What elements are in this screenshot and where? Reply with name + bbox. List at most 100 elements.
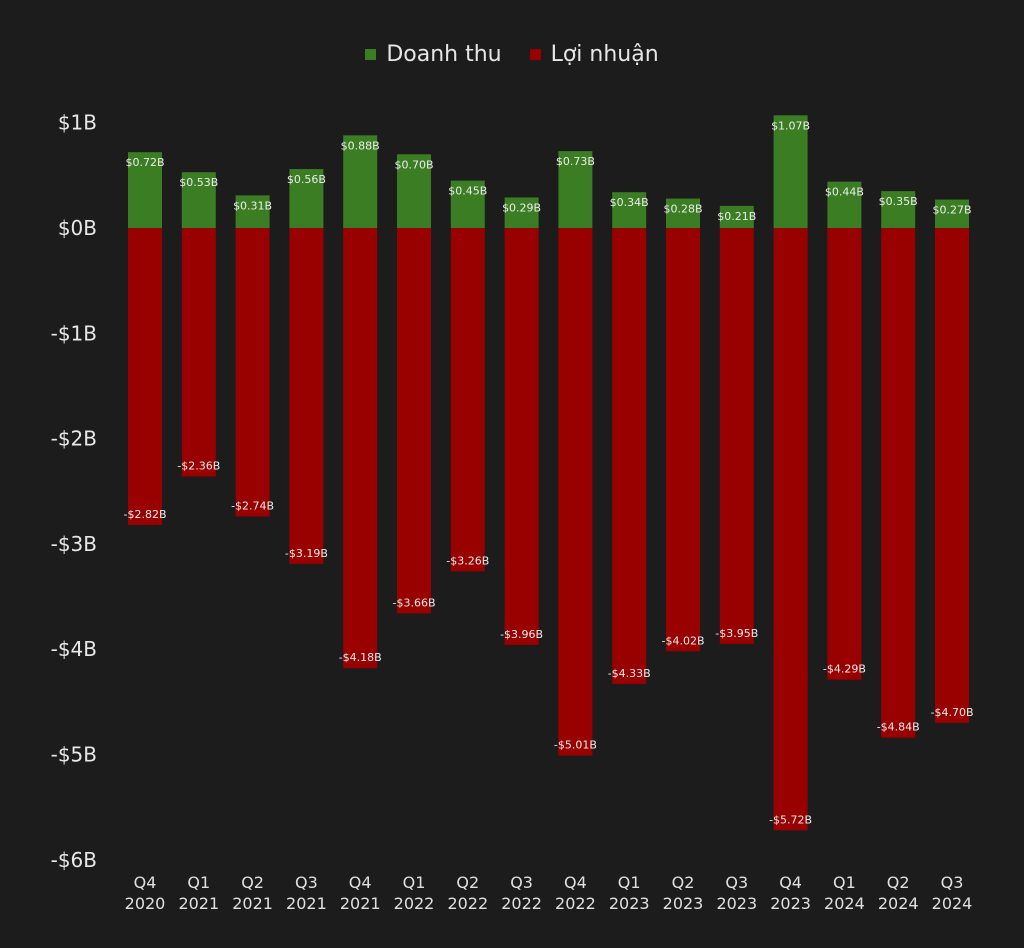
bar-profit bbox=[558, 228, 593, 756]
data-label-profit: -$5.01B bbox=[554, 739, 597, 752]
legend-swatch-profit bbox=[529, 49, 541, 60]
x-tick-label: 2023 bbox=[663, 894, 704, 913]
x-tick-label: 2021 bbox=[232, 894, 273, 913]
bar-profit bbox=[289, 228, 324, 564]
data-label-profit: -$4.70B bbox=[930, 706, 973, 719]
x-tick-label: 2022 bbox=[501, 894, 542, 913]
bar-profit bbox=[827, 228, 862, 680]
x-tick-label: Q1 bbox=[403, 873, 426, 892]
data-label-profit: -$3.66B bbox=[392, 596, 435, 609]
y-tick-label: -$5B bbox=[51, 743, 97, 767]
x-tick-label: Q2 bbox=[672, 873, 695, 892]
x-tick-label: 2024 bbox=[878, 894, 919, 913]
bar-profit bbox=[450, 228, 485, 572]
x-tick-label: 2022 bbox=[555, 894, 596, 913]
data-label-revenue: $0.27B bbox=[932, 204, 971, 217]
bar-profit bbox=[935, 228, 969, 723]
bar-revenue bbox=[773, 115, 808, 228]
data-label-profit: -$3.95B bbox=[715, 627, 758, 640]
data-label-profit: -$2.74B bbox=[231, 500, 274, 513]
x-tick-label: Q4 bbox=[779, 873, 802, 892]
data-label-profit: -$4.84B bbox=[877, 721, 920, 734]
bar-profit bbox=[881, 228, 916, 738]
data-label-profit: -$2.82B bbox=[123, 508, 166, 521]
data-label-revenue: $0.72B bbox=[125, 156, 164, 169]
bar-revenue bbox=[827, 181, 862, 228]
x-tick-label: 2023 bbox=[770, 894, 811, 913]
bar-revenue bbox=[450, 180, 485, 228]
x-tick-label: Q3 bbox=[725, 873, 748, 892]
x-tick-label: Q3 bbox=[941, 873, 964, 892]
bar-profit bbox=[397, 228, 431, 614]
bar-profit bbox=[719, 228, 754, 644]
bar-profit bbox=[343, 228, 378, 669]
data-label-profit: -$3.19B bbox=[285, 547, 328, 560]
bar-profit bbox=[773, 228, 808, 831]
y-tick-label: -$6B bbox=[51, 848, 97, 872]
y-tick-label: $0B bbox=[58, 216, 97, 240]
bar-profit bbox=[235, 228, 270, 517]
bar-revenue bbox=[666, 198, 700, 228]
x-tick-label: 2023 bbox=[609, 894, 650, 913]
data-label-profit: -$4.33B bbox=[608, 667, 651, 680]
data-label-profit: -$4.18B bbox=[339, 651, 382, 664]
x-tick-label: Q2 bbox=[241, 873, 264, 892]
data-label-revenue: $0.44B bbox=[825, 186, 864, 199]
x-tick-label: 2022 bbox=[447, 894, 488, 913]
data-label-profit: -$4.29B bbox=[823, 663, 866, 676]
y-tick-label: -$1B bbox=[51, 321, 97, 345]
data-label-profit: -$5.72B bbox=[769, 813, 812, 826]
x-tick-label: 2024 bbox=[824, 894, 865, 913]
data-label-profit: -$3.96B bbox=[500, 628, 543, 641]
bar-revenue bbox=[343, 135, 378, 228]
data-label-revenue: $0.53B bbox=[179, 176, 218, 189]
x-tick-label: 2021 bbox=[340, 894, 381, 913]
bar-revenue bbox=[719, 205, 754, 228]
bar-profit bbox=[181, 228, 216, 477]
bar-revenue bbox=[397, 154, 431, 228]
bar-revenue bbox=[289, 169, 324, 228]
bar-revenue bbox=[181, 172, 216, 228]
data-label-revenue: $0.21B bbox=[717, 210, 756, 223]
bar-revenue bbox=[935, 199, 969, 228]
x-tick-label: Q1 bbox=[187, 873, 210, 892]
data-label-profit: -$4.02B bbox=[661, 634, 704, 647]
legend-item-revenue: Doanh thu bbox=[365, 42, 502, 67]
x-tick-label: Q2 bbox=[456, 873, 479, 892]
x-tick-label: Q1 bbox=[833, 873, 856, 892]
y-tick-label: -$4B bbox=[51, 637, 97, 661]
x-tick-label: 2020 bbox=[125, 894, 166, 913]
data-label-revenue: $1.07B bbox=[771, 119, 810, 132]
legend-label-revenue: Doanh thu bbox=[386, 42, 502, 67]
data-label-revenue: $0.31B bbox=[233, 199, 272, 212]
data-label-revenue: $0.56B bbox=[287, 173, 326, 186]
bar-profit bbox=[128, 228, 162, 525]
x-tick-label: Q3 bbox=[295, 873, 318, 892]
data-label-revenue: $0.70B bbox=[394, 158, 433, 171]
y-tick-label: -$2B bbox=[51, 427, 97, 451]
data-label-revenue: $0.88B bbox=[341, 139, 380, 152]
y-tick-label: -$3B bbox=[51, 532, 97, 556]
bar-revenue bbox=[128, 152, 162, 228]
legend-item-profit: Lợi nhuận bbox=[529, 42, 659, 67]
x-tick-label: Q4 bbox=[564, 873, 587, 892]
x-tick-label: 2021 bbox=[286, 894, 327, 913]
legend-swatch-revenue bbox=[365, 49, 377, 60]
bar-revenue bbox=[504, 197, 539, 228]
legend-label-profit: Lợi nhuận bbox=[550, 42, 659, 67]
x-tick-label: 2023 bbox=[716, 894, 757, 913]
bar-revenue bbox=[235, 195, 270, 228]
bar-revenue bbox=[612, 192, 647, 228]
x-tick-label: Q2 bbox=[887, 873, 910, 892]
bar-profit bbox=[666, 228, 700, 652]
data-label-profit: -$2.36B bbox=[177, 460, 220, 473]
bar-profit bbox=[504, 228, 539, 645]
data-label-revenue: $0.35B bbox=[879, 195, 918, 208]
y-tick-label: $1B bbox=[58, 111, 97, 135]
data-label-profit: -$3.26B bbox=[446, 554, 489, 567]
bar-revenue bbox=[881, 191, 916, 228]
data-label-revenue: $0.73B bbox=[556, 155, 595, 168]
data-label-revenue: $0.45B bbox=[448, 185, 487, 198]
